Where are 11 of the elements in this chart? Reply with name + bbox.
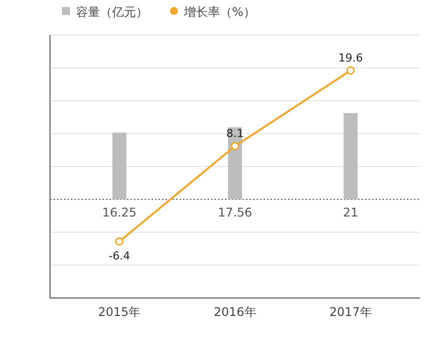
data-label: 21 <box>342 205 358 220</box>
data-label: 17.56 <box>218 205 252 220</box>
data-label: 16.25 <box>102 205 137 220</box>
x-tick-label: 2016年 <box>214 305 256 319</box>
legend-label: 容量（亿元） <box>76 5 148 19</box>
data-label: -6.4 <box>108 249 130 262</box>
data-label: 8.1 <box>226 127 244 140</box>
x-tick-label: 2017年 <box>329 305 372 319</box>
legend-label: 增长率（%） <box>183 5 256 19</box>
x-tick-label: 2015年 <box>98 305 141 319</box>
data-label: 19.6 <box>338 52 363 65</box>
